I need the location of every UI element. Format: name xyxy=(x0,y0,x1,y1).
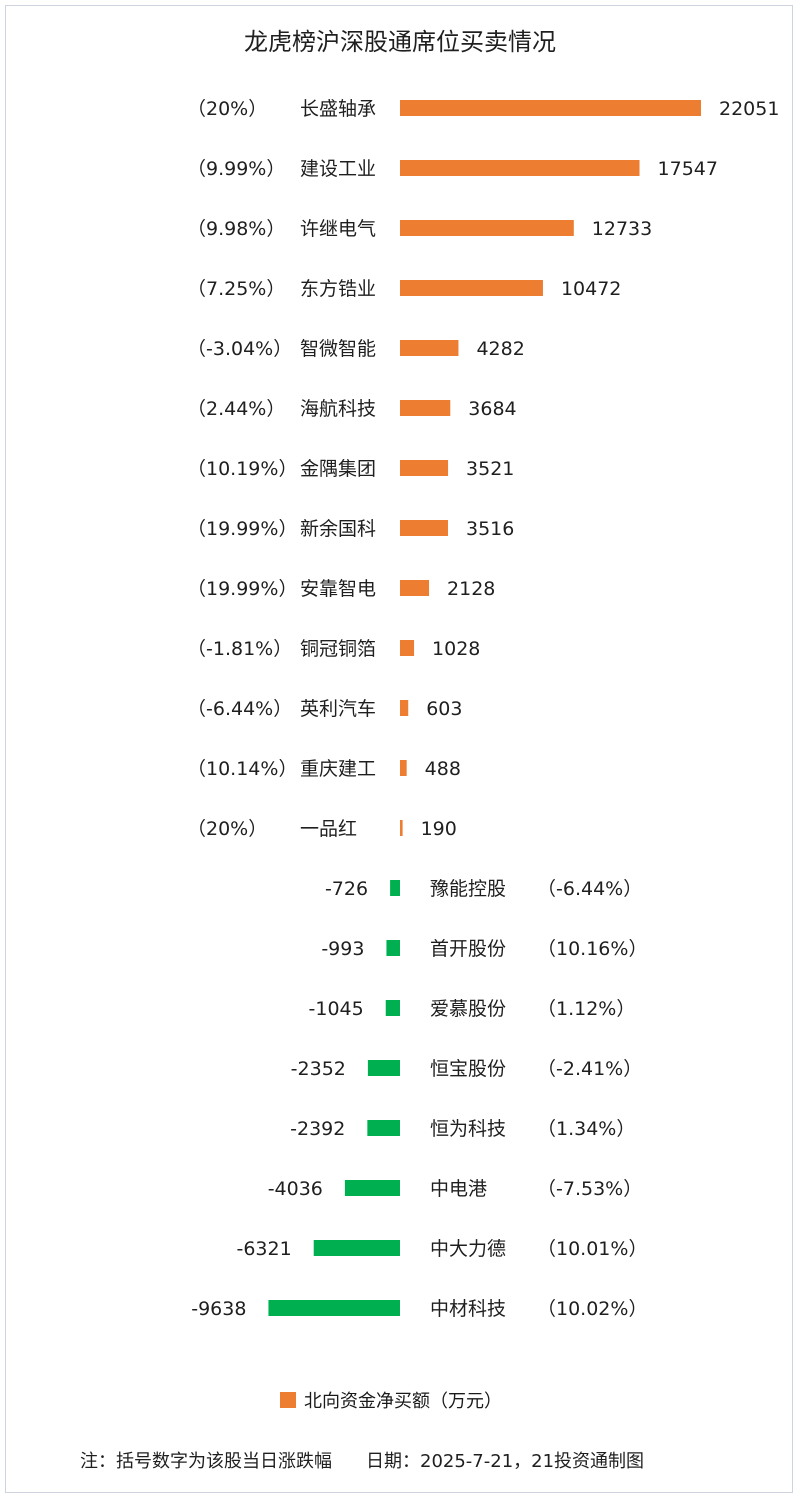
stock-label: 建设工业 xyxy=(300,158,376,180)
bar-negative xyxy=(313,1240,400,1256)
bar-negative xyxy=(344,1180,400,1196)
data-label: 603 xyxy=(426,698,462,720)
change-label: （20%） xyxy=(187,98,267,120)
footnote-date: 日期：2025-7-21，21投资通制图 xyxy=(366,1451,645,1472)
change-label: （10.19%） xyxy=(187,458,297,480)
stock-label: 铜冠铜箔 xyxy=(300,638,376,660)
data-label: 1028 xyxy=(432,638,480,660)
stock-label: 恒为科技 xyxy=(430,1118,506,1140)
data-label: -4036 xyxy=(268,1178,323,1200)
bar-positive xyxy=(400,760,407,776)
change-label: （-3.04%） xyxy=(187,338,292,360)
change-label: （-1.81%） xyxy=(187,638,292,660)
change-label: （10.02%） xyxy=(537,1298,647,1320)
stock-label: 豫能控股 xyxy=(430,878,506,900)
bar-positive xyxy=(400,640,415,656)
legend-swatch xyxy=(280,1392,296,1408)
chart-frame xyxy=(5,5,793,1493)
change-label: （1.34%） xyxy=(537,1118,635,1140)
data-label: 2128 xyxy=(447,578,495,600)
data-label: 3521 xyxy=(466,458,514,480)
stock-label: 新余国科 xyxy=(300,518,376,540)
data-label: -993 xyxy=(321,938,364,960)
data-label: 12733 xyxy=(592,218,652,240)
data-label: 10472 xyxy=(561,278,621,300)
bar-negative xyxy=(385,1000,400,1016)
stock-label: 智微智能 xyxy=(300,338,376,360)
bar-positive xyxy=(400,400,451,416)
bar-negative xyxy=(390,880,400,896)
bar-positive xyxy=(400,520,448,536)
data-label: 3684 xyxy=(468,398,516,420)
stock-label: 许继电气 xyxy=(300,218,376,240)
data-label: 190 xyxy=(421,818,457,840)
footnote-note: 注：括号数字为该股当日涨跌幅 xyxy=(80,1451,332,1472)
data-label: 17547 xyxy=(658,158,718,180)
change-label: （10.01%） xyxy=(537,1238,647,1260)
stock-label: 一品红 xyxy=(300,818,357,840)
data-label: 22051 xyxy=(719,98,779,120)
bar-positive xyxy=(400,460,449,476)
data-label: -1045 xyxy=(309,998,364,1020)
stock-label: 重庆建工 xyxy=(300,758,376,780)
bar-positive xyxy=(400,580,430,596)
change-label: （9.98%） xyxy=(187,218,285,240)
stock-label: 长盛轴承 xyxy=(300,98,376,120)
data-label: -6321 xyxy=(236,1238,291,1260)
stock-label: 中材科技 xyxy=(430,1298,506,1320)
bar-negative xyxy=(386,940,400,956)
change-label: （7.25%） xyxy=(187,278,285,300)
data-label: -9638 xyxy=(191,1298,246,1320)
change-label: （-6.44%） xyxy=(537,878,642,900)
change-label: （2.44%） xyxy=(187,398,285,420)
legend-label: 北向资金净买额（万元） xyxy=(304,1391,502,1412)
change-label: （10.16%） xyxy=(537,938,647,960)
footnote: 注：括号数字为该股当日涨跌幅 日期：2025-7-21，21投资通制图 xyxy=(80,1447,644,1473)
stock-label: 中大力德 xyxy=(430,1238,506,1260)
bar-positive xyxy=(400,820,403,836)
data-label: 3516 xyxy=(466,518,514,540)
change-label: （19.99%） xyxy=(187,578,297,600)
bar-positive xyxy=(400,220,574,236)
bar-negative xyxy=(268,1300,400,1316)
stock-label: 恒宝股份 xyxy=(430,1058,506,1080)
bar-positive xyxy=(400,700,409,716)
change-label: （-2.41%） xyxy=(537,1058,642,1080)
change-label: （9.99%） xyxy=(187,158,285,180)
stock-label: 中电港 xyxy=(430,1178,487,1200)
legend: 北向资金净买额（万元） xyxy=(280,1387,502,1413)
data-label: -2392 xyxy=(290,1118,345,1140)
change-label: （20%） xyxy=(187,818,267,840)
bar-positive xyxy=(400,160,640,176)
stock-label: 首开股份 xyxy=(430,938,506,960)
change-label: （1.12%） xyxy=(537,998,635,1020)
stock-label: 海航科技 xyxy=(300,398,376,420)
stock-label: 英利汽车 xyxy=(300,698,376,720)
stock-label: 东方锆业 xyxy=(300,278,376,300)
change-label: （19.99%） xyxy=(187,518,297,540)
data-label: -726 xyxy=(325,878,368,900)
data-label: 488 xyxy=(425,758,461,780)
stock-label: 安靠智电 xyxy=(300,578,376,600)
stock-label: 金隅集团 xyxy=(300,458,376,480)
chart-title: 龙虎榜沪深股通席位买卖情况 xyxy=(244,28,556,56)
bar-negative xyxy=(367,1120,400,1136)
change-label: （-7.53%） xyxy=(537,1178,642,1200)
stock-label: 爱慕股份 xyxy=(430,998,506,1020)
bar-negative xyxy=(367,1060,400,1076)
bar-positive xyxy=(400,340,459,356)
data-label: 4282 xyxy=(476,338,524,360)
bar-positive xyxy=(400,280,543,296)
bar-positive xyxy=(400,100,701,116)
change-label: （10.14%） xyxy=(187,758,297,780)
data-label: -2352 xyxy=(291,1058,346,1080)
change-label: （-6.44%） xyxy=(187,698,292,720)
